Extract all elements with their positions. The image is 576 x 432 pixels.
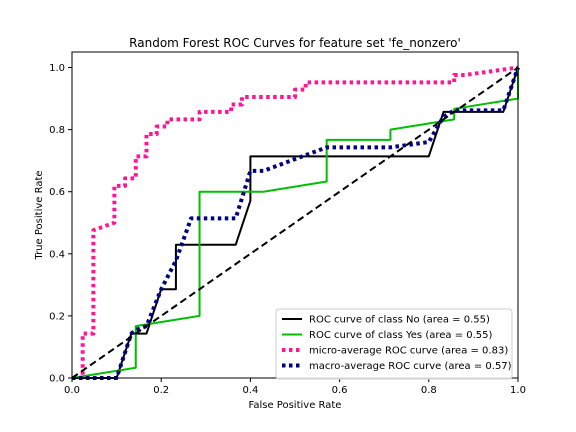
- legend-label: macro-average ROC curve (area = 0.57): [309, 361, 512, 372]
- x-tick-label: 0.8: [421, 385, 437, 396]
- legend-label: micro-average ROC curve (area = 0.83): [309, 346, 508, 357]
- x-axis-label: False Positive Rate: [249, 400, 342, 411]
- x-tick-label: 1.0: [510, 385, 526, 396]
- y-tick-label: 0.2: [49, 311, 65, 322]
- y-tick-label: 1.0: [49, 63, 65, 74]
- x-tick-label: 0.0: [64, 385, 80, 396]
- y-axis-label: True Positive Rate: [34, 170, 45, 260]
- y-tick-label: 0.4: [49, 249, 65, 260]
- y-tick-label: 0.0: [49, 374, 65, 385]
- y-tick-label: 0.8: [49, 125, 65, 136]
- series-line-2: [72, 65, 519, 380]
- x-tick-label: 0.4: [242, 385, 258, 396]
- series-line-chance-diagonal: [71, 66, 519, 379]
- chart-title: Random Forest ROC Curves for feature set…: [129, 36, 461, 50]
- y-tick-label: 0.6: [49, 187, 65, 198]
- legend-box: [275, 308, 513, 380]
- x-tick-label: 0.6: [332, 385, 348, 396]
- legend: ROC curve of class No (area = 0.55) ROC c…: [275, 308, 513, 380]
- x-tick-label: 0.2: [153, 385, 169, 396]
- legend-label: ROC curve of class Yes (area = 0.55): [309, 330, 493, 341]
- series-line-1: [71, 67, 519, 379]
- legend-label: ROC curve of class No (area = 0.55): [309, 315, 490, 326]
- series-line-3: [72, 66, 520, 380]
